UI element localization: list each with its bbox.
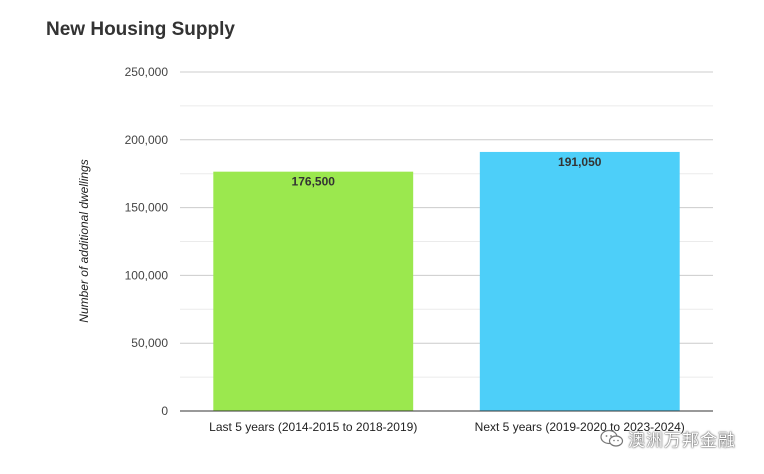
x-axis-labels: Last 5 years (2014-2015 to 2018-2019) Nex…: [209, 420, 685, 434]
y-tick-label: 50,000: [131, 336, 168, 350]
y-tick-label: 250,000: [125, 65, 169, 79]
bar-data-label: 191,050: [558, 155, 602, 169]
bars: 176,500 191,050: [213, 151, 680, 411]
y-axis-ticks: 0 50,000 100,000 150,000 200,000 250,000: [125, 65, 169, 418]
bar: [213, 171, 414, 411]
x-category-label: Next 5 years (2019-2020 to 2023-2024): [475, 420, 685, 434]
y-tick-label: 150,000: [125, 201, 169, 215]
watermark-text: 澳洲万邦金融: [628, 431, 736, 451]
y-tick-label: 200,000: [125, 133, 169, 147]
bar: [479, 151, 680, 411]
y-tick-label: 0: [161, 404, 168, 418]
y-axis-title: Number of additional dwellings: [77, 159, 91, 322]
y-tick-label: 100,000: [125, 268, 169, 282]
chart-title: New Housing Supply: [46, 19, 235, 40]
x-category-label: Last 5 years (2014-2015 to 2018-2019): [209, 420, 417, 434]
bar-data-label: 176,500: [292, 175, 336, 189]
watermark: 澳洲万邦金融: [600, 426, 736, 451]
wechat-icon: [600, 429, 624, 447]
